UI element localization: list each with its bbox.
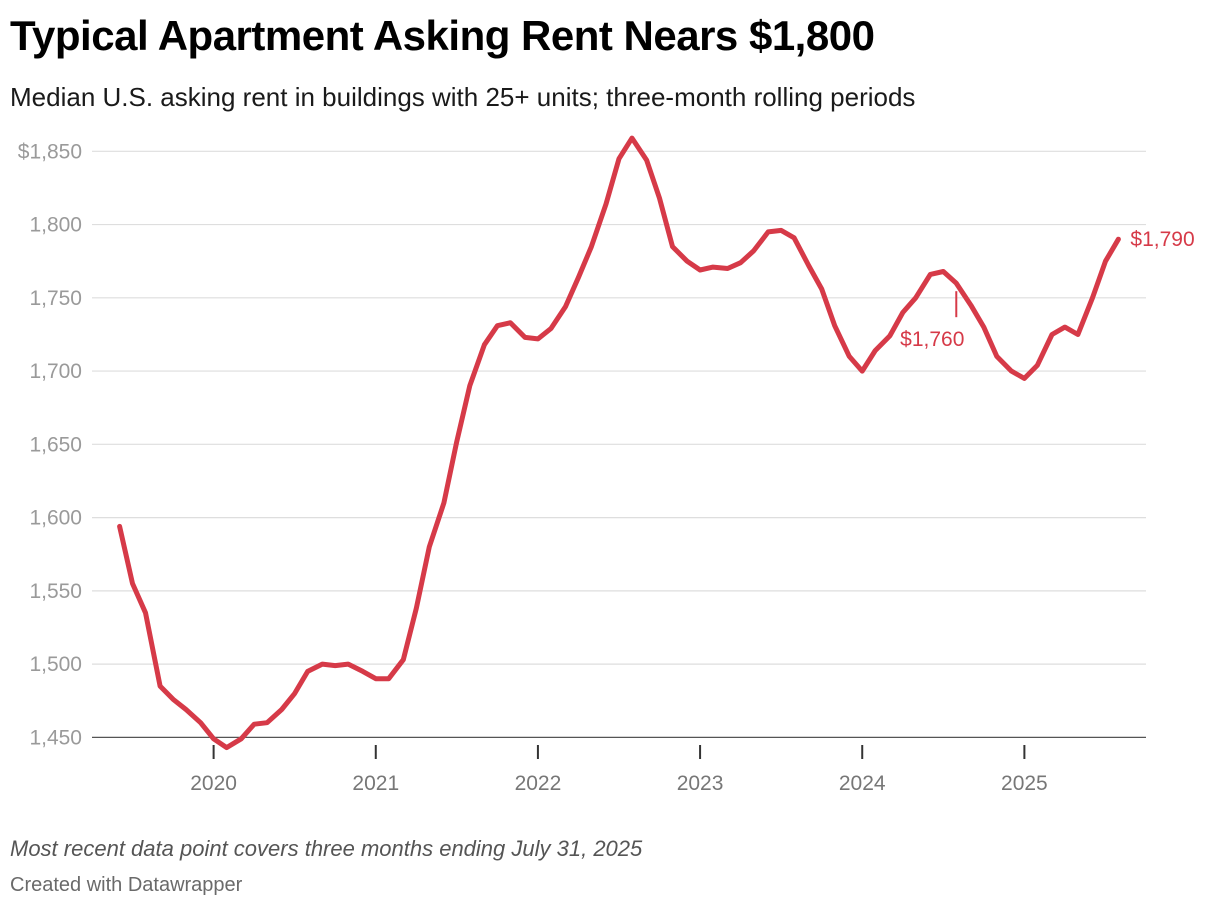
y-tick-label: 1,600 — [29, 507, 82, 530]
y-axis: 1,450 1,500 1,550 1,600 1,650 1,700 1,750 1,800… — [18, 140, 82, 749]
series-line — [117, 135, 1121, 751]
x-tick-label: 2022 — [515, 772, 562, 795]
chart-title: Typical Apartment Asking Rent Nears $1,8… — [10, 12, 875, 59]
annotation-label: $1,790 — [1130, 228, 1194, 251]
x-axis: 2020 2021 2022 2023 2024 2025 — [190, 745, 1048, 795]
y-tick-label: 1,800 — [29, 214, 82, 237]
x-tick-label: 2023 — [677, 772, 724, 795]
chart-subtitle: Median U.S. asking rent in buildings wit… — [10, 82, 916, 112]
series-lines — [117, 135, 1121, 751]
y-tick-label: 1,650 — [29, 433, 82, 456]
x-tick-label: 2020 — [190, 772, 237, 795]
y-tick-label: 1,550 — [29, 580, 82, 603]
annotations: $1,760 $1,790 — [900, 228, 1195, 351]
y-tick-label: $1,850 — [18, 140, 82, 163]
y-tick-label: 1,450 — [29, 726, 82, 749]
footnote: Most recent data point covers three mont… — [10, 836, 643, 861]
y-tick-label: 1,500 — [29, 653, 82, 676]
y-tick-label: 1,700 — [29, 360, 82, 383]
x-tick-label: 2024 — [839, 772, 886, 795]
source-credit: Created with Datawrapper — [10, 874, 243, 896]
gridlines — [92, 150, 1146, 738]
annotation-label: $1,760 — [900, 328, 964, 351]
x-tick-label: 2021 — [352, 772, 399, 795]
y-tick-label: 1,750 — [29, 287, 82, 310]
x-tick-label: 2025 — [1001, 772, 1048, 795]
